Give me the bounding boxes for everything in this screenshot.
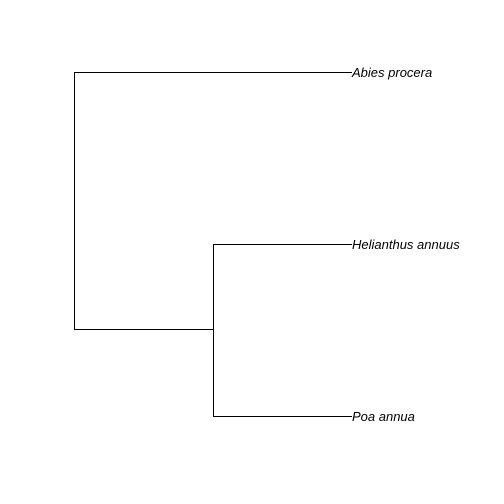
tip-label-abies-procera: Abies procera (351, 65, 432, 80)
tip-label-helianthus-annuus: Helianthus annuus (352, 237, 460, 252)
tip-label-poa-annua: Poa annua (352, 409, 415, 424)
